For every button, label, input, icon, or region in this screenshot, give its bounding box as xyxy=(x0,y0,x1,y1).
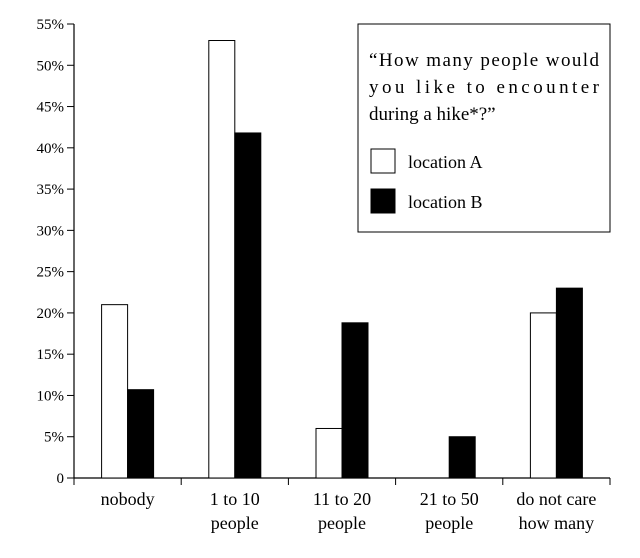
bar-location-A-0 xyxy=(101,304,129,479)
bar-location-B-4 xyxy=(555,287,583,479)
y-tick-label: 25% xyxy=(37,265,65,281)
bar-location-B-2 xyxy=(341,322,369,479)
y-tick-label: 45% xyxy=(37,100,65,116)
y-tick-label: 20% xyxy=(37,306,65,322)
x-category-label: do not care xyxy=(516,489,596,509)
bar-location-A-4 xyxy=(529,312,557,479)
bar-location-B-0 xyxy=(127,389,155,479)
x-category-label: people xyxy=(211,513,259,533)
legend-swatch-location-B xyxy=(370,188,396,214)
x-category-label: nobody xyxy=(101,489,155,509)
axes: 0 5% 10% 15% 20% 25% 30% 35% 40% 45% 50% 55% xyxy=(37,17,611,487)
legend-label: location B xyxy=(408,192,483,212)
y-tick-label: 55% xyxy=(37,17,65,33)
x-category-label: people xyxy=(318,513,366,533)
bar-location-A-1 xyxy=(208,40,236,479)
bar-location-B-3 xyxy=(448,436,476,479)
bar-location-B-1 xyxy=(234,132,262,479)
y-tick-label: 5% xyxy=(44,430,64,446)
y-tick-label: 0 xyxy=(57,471,65,487)
bars xyxy=(101,40,583,479)
y-tick-label: 50% xyxy=(37,58,65,74)
x-category-label: people xyxy=(425,513,473,533)
legend-title-line: you like to encounter xyxy=(369,77,600,98)
y-tick-label: 30% xyxy=(37,223,65,239)
legend-swatch-location-A xyxy=(370,148,396,174)
y-tick-label: 10% xyxy=(37,388,65,404)
x-category-label: 1 to 10 xyxy=(210,489,260,509)
legend: “How many people would you like to encoun… xyxy=(357,23,611,233)
legend-title-line: “How many people would xyxy=(369,50,600,71)
x-category-label: 21 to 50 xyxy=(420,489,479,509)
y-tick-label: 35% xyxy=(37,182,65,198)
legend-title-line: during a hike*?” xyxy=(369,104,496,125)
legend-box xyxy=(357,23,611,233)
x-category-label: how many xyxy=(519,513,595,533)
bar-location-A-2 xyxy=(315,427,343,479)
legend-label: location A xyxy=(408,152,483,172)
y-tick-label: 15% xyxy=(37,347,65,363)
category-labels: nobody 1 to 10 people 11 to 20 people 21 to 5… xyxy=(101,489,597,533)
y-tick-label: 40% xyxy=(37,141,65,157)
x-category-label: 11 to 20 xyxy=(313,489,371,509)
